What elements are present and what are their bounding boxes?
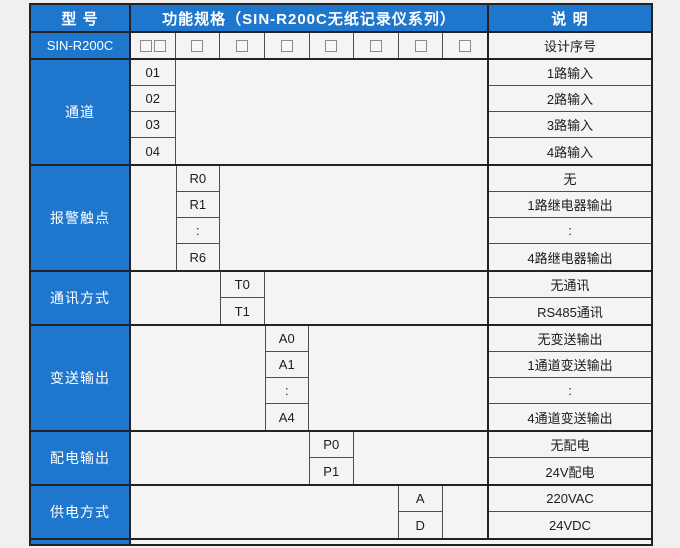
checkbox-icon — [139, 39, 152, 52]
empty-cell — [443, 486, 488, 538]
description-cell: 220VAC — [489, 486, 651, 512]
code-cell: 01 — [131, 60, 175, 86]
spec-checkbox-cell — [176, 33, 221, 58]
section-alarm-contacts: 报警触点 R0 R1 : R6 无 1路继电器输出 : 4路继电器输出 — [31, 164, 651, 270]
checkbox-icon — [280, 39, 293, 52]
empty-cell — [176, 60, 488, 164]
partial-next-row — [31, 538, 651, 544]
section-communication: 通讯方式 T0 T1 无通讯 RS485通讯 — [31, 270, 651, 324]
code-column: T0 T1 — [220, 272, 265, 324]
table-header-row: 型 号 功能规格（SIN-R200C无纸记录仪系列） 说 明 — [31, 5, 651, 33]
description-column: 无配电 24V配电 — [487, 432, 651, 484]
code-cell: A — [399, 486, 442, 512]
description-cell: 无通讯 — [489, 272, 651, 298]
section-label: 供电方式 — [31, 486, 131, 538]
empty-cell — [309, 326, 487, 430]
code-cell: T0 — [221, 272, 264, 298]
description-cell: : — [489, 378, 651, 404]
model-code-cells — [131, 33, 487, 58]
section-label: 通讯方式 — [31, 272, 131, 324]
description-column: 220VAC 24VDC — [487, 486, 651, 538]
spec-checkbox-cell — [220, 33, 265, 58]
code-cell: P0 — [310, 432, 353, 458]
empty-cell — [131, 486, 398, 538]
spec-checkbox-cell — [399, 33, 444, 58]
checkbox-icon — [191, 39, 204, 52]
description-column: 无 1路继电器输出 : 4路继电器输出 — [487, 166, 651, 270]
description-cell: 1路继电器输出 — [489, 192, 651, 218]
model-name: SIN-R200C — [31, 33, 131, 58]
description-cell: 24VDC — [549, 517, 591, 533]
code-cell: : — [176, 218, 219, 244]
description-cell: 2路输入 — [489, 86, 651, 112]
partial-section-label — [31, 540, 131, 544]
header-spec: 功能规格（SIN-R200C无纸记录仪系列） — [162, 10, 456, 28]
description-cell: 1路输入 — [489, 60, 651, 86]
section-transmit-output: 变送输出 A0 A1 : A4 无变送输出 1通道变送输出 : 4通道变送输出 — [31, 324, 651, 430]
description-column: 无通讯 RS485通讯 — [487, 272, 651, 324]
code-cell: R0 — [176, 166, 219, 192]
code-column: A D — [398, 486, 443, 538]
checkbox-icon — [153, 39, 166, 52]
model-row-description: 设计序号 — [487, 33, 651, 58]
description-cell: 无变送输出 — [489, 326, 651, 352]
section-label: 配电输出 — [31, 432, 131, 484]
spec-checkbox-cell — [265, 33, 310, 58]
section-channels: 通道 01 02 03 04 1路输入 2路输入 3路输入 4路输入 — [31, 58, 651, 164]
description-cell: 4路继电器输出 — [527, 250, 613, 266]
code-cell: : — [265, 378, 308, 404]
empty-cell — [354, 432, 488, 484]
spec-checkbox-cell — [131, 33, 176, 58]
code-column: 01 02 03 04 — [131, 60, 176, 164]
code-cell: A0 — [265, 326, 308, 352]
code-column: A0 A1 : A4 — [264, 326, 309, 430]
model-code-row: SIN-R200C 设计序号 — [31, 33, 651, 58]
header-description: 说 明 — [487, 5, 651, 31]
checkbox-icon — [236, 39, 249, 52]
empty-cell — [220, 166, 487, 270]
empty-cell — [265, 272, 488, 324]
section-label: 报警触点 — [31, 166, 131, 270]
code-cell: A1 — [265, 352, 308, 378]
section-power-supply: 供电方式 A D 220VAC 24VDC — [31, 484, 651, 538]
spec-checkbox-cell — [354, 33, 399, 58]
code-cell: P1 — [323, 463, 340, 479]
code-column: R0 R1 : R6 — [175, 166, 220, 270]
code-cell: 03 — [131, 112, 175, 138]
spec-checkbox-cell — [443, 33, 487, 58]
description-cell: : — [489, 218, 651, 244]
description-cell: 无配电 — [489, 432, 651, 458]
code-cell: R6 — [189, 249, 207, 265]
checkbox-icon — [414, 39, 427, 52]
checkbox-icon — [369, 39, 382, 52]
checkbox-icon — [459, 39, 472, 52]
empty-cell — [131, 432, 309, 484]
description-column: 1路输入 2路输入 3路输入 4路输入 — [487, 60, 651, 164]
code-cell: 02 — [131, 86, 175, 112]
code-cell: D — [415, 517, 425, 533]
description-cell: 1通道变送输出 — [489, 352, 651, 378]
section-label: 变送输出 — [31, 326, 131, 430]
description-cell: 4通道变送输出 — [527, 410, 613, 426]
code-cell: R1 — [176, 192, 219, 218]
empty-cell — [131, 272, 220, 324]
description-cell: 24V配电 — [545, 464, 595, 480]
description-column: 无变送输出 1通道变送输出 : 4通道变送输出 — [487, 326, 651, 430]
code-cell: T1 — [234, 303, 250, 319]
description-cell: RS485通讯 — [537, 304, 603, 320]
code-column: P0 P1 — [309, 432, 354, 484]
description-cell: 3路输入 — [489, 112, 651, 138]
header-model: 型 号 — [31, 5, 131, 31]
description-cell: 4路输入 — [546, 144, 594, 160]
section-power-distribution: 配电输出 P0 P1 无配电 24V配电 — [31, 430, 651, 484]
checkbox-icon — [325, 39, 338, 52]
section-label: 通道 — [31, 60, 131, 164]
code-cell: 04 — [145, 143, 160, 159]
empty-cell — [131, 166, 176, 270]
empty-cell — [131, 326, 265, 430]
description-cell: 无 — [489, 166, 651, 192]
ordering-spec-table: 型 号 功能规格（SIN-R200C无纸记录仪系列） 说 明 SIN-R200C… — [29, 3, 653, 546]
spec-checkbox-cell — [310, 33, 355, 58]
code-cell: A4 — [278, 409, 295, 425]
